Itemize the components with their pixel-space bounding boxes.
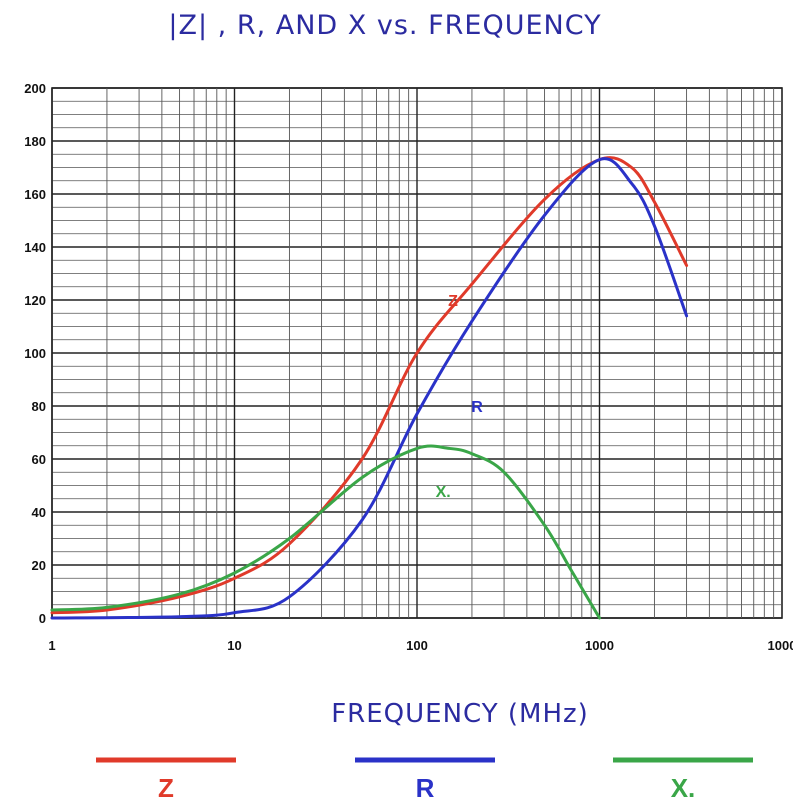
- y-tick-label: 40: [32, 505, 46, 520]
- y-tick-label: 100: [24, 346, 46, 361]
- series-line-z: [50, 156, 689, 615]
- inline-label-x: X.: [436, 484, 451, 501]
- y-tick-label: 80: [32, 399, 46, 414]
- x-axis-ticks: 1 10 100 1000 1000: [48, 638, 793, 653]
- x-tick-label: 1: [48, 638, 55, 653]
- inline-labels: Z R X.: [436, 293, 484, 501]
- y-tick-label: 180: [24, 134, 46, 149]
- chart-title: |Z| , R, AND X vs. FREQUENCY: [168, 10, 601, 41]
- x-tick-label: 1000: [585, 638, 614, 653]
- y-tick-label: 0: [39, 611, 46, 626]
- series-line-r: [50, 157, 689, 620]
- inline-label-z: Z: [448, 293, 458, 310]
- y-tick-label: 140: [24, 240, 46, 255]
- grid: [51, 87, 783, 619]
- series-line-x: [50, 444, 601, 620]
- y-tick-label: 20: [32, 558, 46, 573]
- legend-label: R: [416, 773, 435, 800]
- legend: Z R X.: [96, 757, 753, 800]
- y-axis-ticks: 0 20 40 60 80 100 120 140 160 180 200: [24, 81, 46, 626]
- legend-label: Z: [158, 773, 174, 800]
- series-layer: [50, 156, 689, 620]
- x-tick-label: 10: [227, 638, 241, 653]
- x-axis-label: FREQUENCY (MHz): [331, 699, 589, 729]
- inline-label-r: R: [471, 399, 483, 416]
- y-tick-label: 200: [24, 81, 46, 96]
- y-tick-label: 120: [24, 293, 46, 308]
- legend-label: X.: [671, 773, 696, 800]
- x-tick-label: 1000: [768, 638, 793, 653]
- y-tick-label: 160: [24, 187, 46, 202]
- x-tick-label: 100: [406, 638, 428, 653]
- y-tick-label: 60: [32, 452, 46, 467]
